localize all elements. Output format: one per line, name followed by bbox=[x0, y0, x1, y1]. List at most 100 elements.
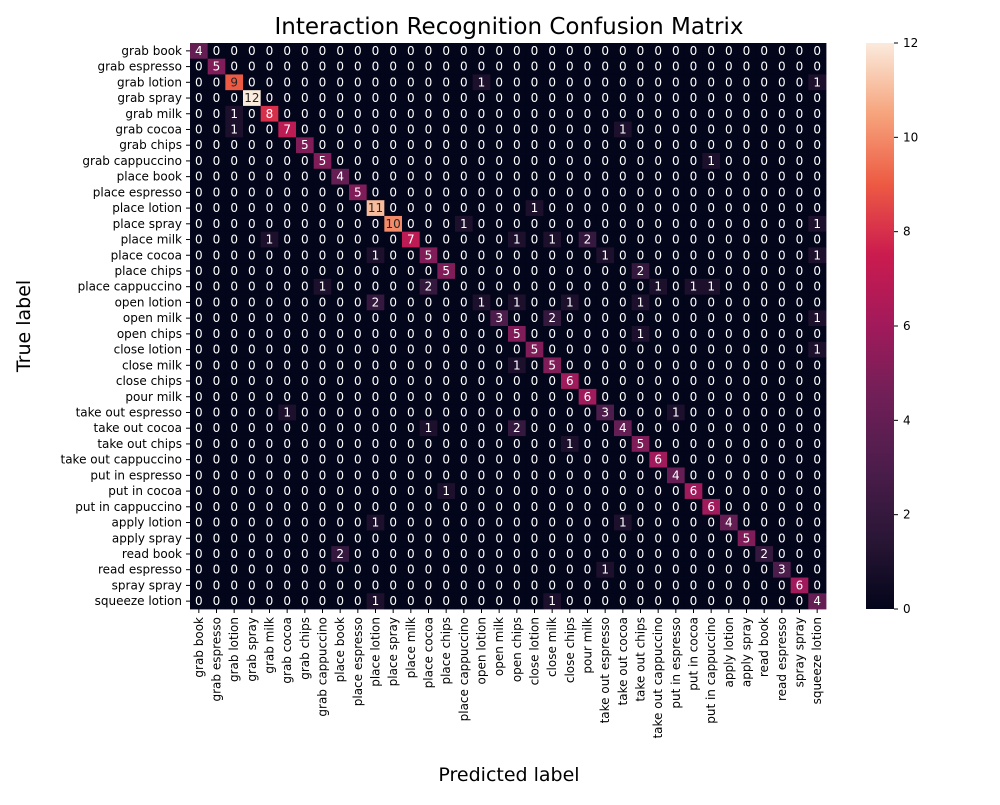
cell-value-label: 0 bbox=[442, 531, 450, 545]
heatmap-cell bbox=[561, 294, 580, 311]
heatmap-cell bbox=[667, 436, 686, 453]
heatmap-cell bbox=[455, 577, 474, 594]
cell-value-label: 0 bbox=[584, 60, 592, 74]
cell-value-label: 0 bbox=[760, 295, 768, 309]
heatmap-cell bbox=[508, 231, 527, 248]
heatmap-cell bbox=[720, 231, 739, 248]
cell-value-label: 0 bbox=[584, 295, 592, 309]
heatmap-cell bbox=[596, 404, 615, 421]
cell-value-label: 0 bbox=[319, 516, 327, 530]
heatmap-cell bbox=[349, 247, 368, 264]
cell-value-label: 0 bbox=[248, 343, 256, 357]
cell-value-label: 0 bbox=[336, 594, 344, 608]
heatmap-cell bbox=[684, 388, 703, 406]
heatmap-cell bbox=[260, 451, 279, 468]
cell-value-label: 0 bbox=[743, 44, 751, 58]
heatmap-cell bbox=[808, 341, 827, 358]
heatmap-cell bbox=[402, 373, 421, 390]
heatmap-cell bbox=[808, 404, 827, 421]
cell-value-label: 0 bbox=[813, 60, 821, 74]
y-tick-label: squeeze lotion bbox=[95, 594, 182, 608]
cell-value-label: 0 bbox=[654, 327, 662, 341]
cell-value-label: 1 bbox=[813, 217, 821, 231]
cell-value-label: 0 bbox=[389, 437, 397, 451]
heatmap-cell bbox=[225, 404, 244, 421]
heatmap-cell bbox=[260, 153, 279, 170]
cell-value-label: 0 bbox=[248, 217, 256, 231]
heatmap-cell bbox=[490, 278, 509, 295]
heatmap-cell bbox=[207, 561, 226, 578]
heatmap-cell bbox=[384, 451, 403, 468]
cell-value-label: 0 bbox=[407, 138, 415, 152]
cell-value-label: 0 bbox=[584, 421, 592, 435]
heatmap-cell bbox=[755, 121, 774, 138]
cell-value-label: 0 bbox=[283, 295, 291, 309]
cell-value-label: 0 bbox=[425, 453, 433, 467]
cell-value-label: 0 bbox=[513, 280, 521, 294]
heatmap-cell bbox=[349, 546, 368, 563]
cell-value-label: 0 bbox=[248, 531, 256, 545]
cell-value-label: 0 bbox=[266, 374, 274, 388]
heatmap-cell bbox=[402, 467, 421, 484]
heatmap-cell bbox=[649, 467, 668, 484]
heatmap-cell bbox=[614, 137, 633, 154]
cell-value-label: 0 bbox=[230, 516, 238, 530]
cell-value-label: 0 bbox=[548, 122, 556, 136]
heatmap-cell bbox=[455, 215, 474, 233]
cell-value-label: 0 bbox=[319, 91, 327, 105]
cell-value-label: 0 bbox=[566, 405, 574, 419]
heatmap-cell bbox=[702, 357, 721, 374]
cell-value-label: 0 bbox=[566, 122, 574, 136]
heatmap-cell bbox=[631, 90, 650, 107]
heatmap-cell bbox=[296, 43, 315, 60]
heatmap-cell bbox=[702, 294, 721, 311]
heatmap-cell bbox=[313, 231, 332, 248]
cell-value-label: 0 bbox=[725, 295, 733, 309]
x-tick-label: place cocoa bbox=[422, 617, 436, 688]
heatmap-cell bbox=[349, 357, 368, 374]
cell-value-label: 0 bbox=[230, 91, 238, 105]
heatmap-cell bbox=[366, 43, 385, 60]
cell-value-label: 0 bbox=[354, 44, 362, 58]
cell-value-label: 0 bbox=[637, 343, 645, 357]
cell-value-label: 0 bbox=[654, 437, 662, 451]
cell-value-label: 0 bbox=[531, 358, 539, 372]
heatmap-cell bbox=[366, 184, 385, 201]
heatmap-cell bbox=[737, 121, 756, 138]
cell-value-label: 0 bbox=[778, 594, 786, 608]
heatmap-cell bbox=[190, 153, 209, 170]
heatmap-cell bbox=[472, 326, 491, 343]
cell-value-label: 0 bbox=[407, 500, 415, 514]
heatmap-cell bbox=[296, 388, 315, 406]
cell-value-label: 0 bbox=[442, 122, 450, 136]
heatmap-cell bbox=[596, 436, 615, 453]
cell-value-label: 0 bbox=[389, 91, 397, 105]
heatmap-cell bbox=[243, 121, 262, 138]
heatmap-cell bbox=[402, 278, 421, 295]
cell-value-label: 0 bbox=[813, 516, 821, 530]
cell-value-label: 0 bbox=[319, 343, 327, 357]
heatmap-cell bbox=[543, 43, 562, 60]
heatmap-cell bbox=[437, 215, 456, 233]
heatmap-cell bbox=[225, 58, 244, 75]
cell-value-label: 0 bbox=[442, 358, 450, 372]
cell-value-label: 1 bbox=[460, 217, 468, 231]
heatmap-cell bbox=[472, 137, 491, 154]
cell-value-label: 0 bbox=[707, 122, 715, 136]
heatmap-cell bbox=[490, 121, 509, 138]
cell-value-label: 0 bbox=[460, 311, 468, 325]
heatmap-cell bbox=[525, 121, 544, 138]
heatmap-cell bbox=[260, 58, 279, 75]
heatmap-cell bbox=[278, 294, 297, 311]
y-tick-label: close lotion bbox=[114, 343, 182, 357]
heatmap-cell bbox=[243, 90, 262, 107]
cell-value-label: 0 bbox=[725, 201, 733, 215]
cell-value-label: 0 bbox=[707, 547, 715, 561]
y-tick-label: read book bbox=[122, 547, 182, 561]
cell-value-label: 0 bbox=[813, 421, 821, 435]
heatmap-cell bbox=[437, 467, 456, 484]
heatmap-cell bbox=[366, 263, 385, 280]
heatmap-cell bbox=[631, 577, 650, 594]
x-tick-label: take out espresso bbox=[598, 617, 612, 723]
cell-value-label: 0 bbox=[619, 327, 627, 341]
